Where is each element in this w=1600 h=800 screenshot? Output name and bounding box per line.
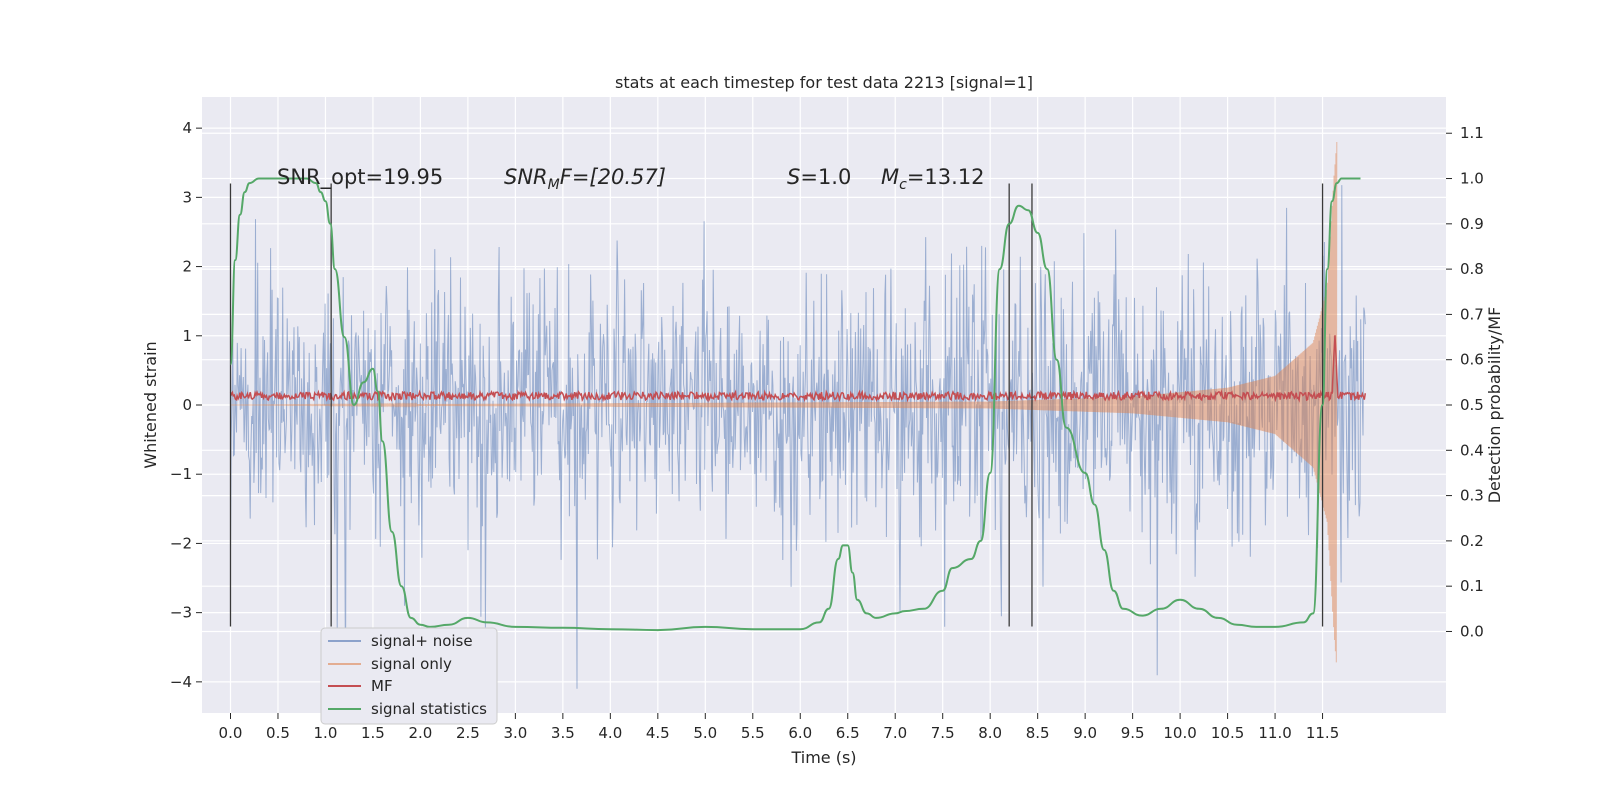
y-tick-label: 2 — [182, 258, 192, 276]
y-axis-label: Whitened strain — [141, 341, 160, 468]
y2-tick-label: 0.3 — [1460, 487, 1484, 505]
y2-tick-label: 0.0 — [1460, 622, 1484, 640]
y-tick-label: 0 — [182, 396, 192, 414]
signal-noise-series — [230, 185, 1366, 689]
x-tick-label: 3.0 — [503, 724, 527, 742]
annotation-snr-mf: SNRMF=[20.57] — [504, 165, 666, 193]
x-tick-label: 5.5 — [741, 724, 765, 742]
y-tick-label: −2 — [170, 534, 192, 552]
x-tick-label: 10.0 — [1163, 724, 1196, 742]
legend: signal+ noise signal only MF signal stat… — [320, 627, 498, 725]
y2-axis-label: Detection probability/MF — [1485, 307, 1504, 504]
x-tick-label: 11.5 — [1306, 724, 1339, 742]
legend-box — [320, 627, 498, 725]
annotation-s: S=1.0 — [787, 165, 851, 189]
x-tick-label: 8.5 — [1026, 724, 1050, 742]
y2-tick-label: 0.7 — [1460, 305, 1484, 323]
y2-tick-label: 0.6 — [1460, 351, 1484, 369]
legend-label-signal-statistics: signal statistics — [371, 700, 487, 718]
x-tick-label: 0.5 — [266, 724, 290, 742]
signal-statistics-series — [229, 177, 1361, 632]
legend-label-signal-only: signal only — [371, 655, 452, 673]
signal-only-series — [230, 141, 1338, 663]
x-axis-label: Time (s) — [790, 748, 856, 767]
annotation-snr-opt: SNR_opt=19.95 — [277, 165, 443, 190]
y2-tick-label: 0.9 — [1460, 215, 1484, 233]
y2-tick-label: 0.5 — [1460, 396, 1484, 414]
x-tick-label: 2.0 — [408, 724, 432, 742]
legend-label-signal-noise: signal+ noise — [371, 632, 473, 650]
x-tick-label: 6.0 — [788, 724, 812, 742]
y-tick-label: 4 — [182, 119, 192, 137]
y2-tick-label: 0.4 — [1460, 441, 1484, 459]
x-tick-label: 9.5 — [1121, 724, 1145, 742]
x-tick-label: 5.0 — [693, 724, 717, 742]
x-tick-label: 7.5 — [931, 724, 955, 742]
x-tick-label: 4.0 — [598, 724, 622, 742]
x-tick-label: 6.5 — [836, 724, 860, 742]
signal-noise-line — [230, 185, 1366, 689]
x-tick-label: 10.5 — [1211, 724, 1244, 742]
x-tick-label: 11.0 — [1258, 724, 1291, 742]
chart-title: stats at each timestep for test data 221… — [615, 73, 1033, 92]
x-tick-label: 1.5 — [361, 724, 385, 742]
x-tick-label: 2.5 — [456, 724, 480, 742]
signal-statistics-line — [229, 177, 1361, 632]
y2-tick-label: 0.8 — [1460, 260, 1484, 278]
annotation-mc: Mc=13.12 — [881, 165, 985, 193]
mf-line — [229, 335, 1367, 403]
y-tick-label: 1 — [182, 327, 192, 345]
mf-series — [229, 335, 1367, 403]
x-tick-label: 8.0 — [978, 724, 1002, 742]
legend-label-mf: MF — [371, 677, 393, 695]
x-tick-label: 9.0 — [1073, 724, 1097, 742]
x-tick-label: 7.0 — [883, 724, 907, 742]
y-tick-label: 3 — [182, 188, 192, 206]
x-tick-label: 3.5 — [551, 724, 575, 742]
y-axis-ticks: 4 3 2 1 0 −1 −2 −3 −4 — [170, 119, 202, 691]
x-axis-ticks: 0.0 0.5 1.0 1.5 2.0 2.5 3.0 3.5 4.0 4.5 5.0 5.5 6.0 6… — [219, 713, 1339, 742]
y-tick-label: −3 — [170, 604, 192, 622]
y2-tick-label: 1.0 — [1460, 170, 1484, 188]
y2-tick-label: 1.1 — [1460, 124, 1484, 142]
x-tick-label: 0.0 — [219, 724, 243, 742]
x-tick-label: 1.0 — [314, 724, 338, 742]
x-tick-label: 4.5 — [646, 724, 670, 742]
y2-tick-label: 0.1 — [1460, 577, 1484, 595]
y-tick-label: −4 — [170, 673, 192, 691]
y-tick-label: −1 — [170, 465, 192, 483]
signal-only-line — [230, 141, 1338, 663]
y2-tick-label: 0.2 — [1460, 532, 1484, 550]
y2-axis-ticks: 1.1 1.0 0.9 0.8 0.7 0.6 0.5 0.4 0.3 0.2 0.1 0.0 — [1446, 124, 1484, 640]
